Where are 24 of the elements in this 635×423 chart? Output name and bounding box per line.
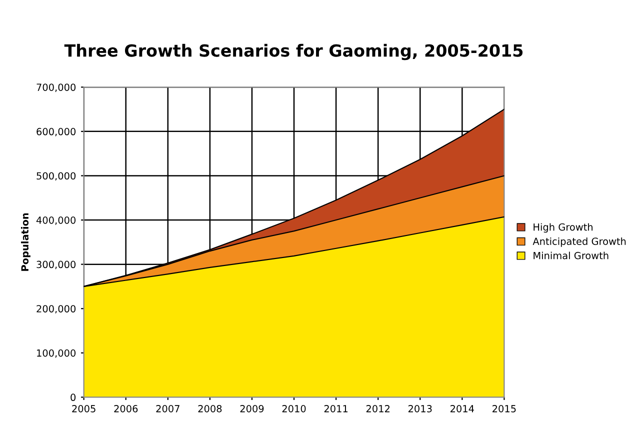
- y-axis-title: Population: [21, 213, 30, 271]
- x-tick-label: 2014: [450, 405, 474, 412]
- y-tick-label: 400,000: [36, 216, 76, 225]
- x-tick-label: 2009: [240, 405, 264, 412]
- y-tick-label: 500,000: [36, 172, 76, 181]
- x-tick-label: 2005: [72, 405, 96, 412]
- legend-label: Anticipated Growth: [532, 237, 626, 247]
- x-tick-label: 2015: [492, 405, 516, 412]
- chart-title: Three Growth Scenarios for Gaoming, 2005-2015: [64, 44, 523, 60]
- x-tick-label: 2011: [324, 405, 348, 412]
- x-tick-label: 2012: [366, 405, 390, 412]
- y-tick-label: 700,000: [36, 84, 76, 92]
- y-tick-label: 600,000: [36, 128, 76, 136]
- x-tick-label: 2013: [408, 405, 432, 412]
- x-tick-label: 2010: [282, 405, 306, 412]
- y-tick-label: 200,000: [36, 305, 76, 314]
- x-tick-label: 2007: [156, 405, 180, 412]
- y-tick-label: 300,000: [36, 260, 76, 270]
- x-tick-label: 2008: [198, 405, 222, 412]
- y-tick-label: 100,000: [37, 349, 76, 358]
- legend-label: High Growth: [534, 223, 592, 233]
- x-tick-label: 2006: [114, 405, 138, 412]
- legend-label: Minimal Growth: [534, 252, 608, 260]
- y-tick-label: 0: [70, 394, 76, 402]
